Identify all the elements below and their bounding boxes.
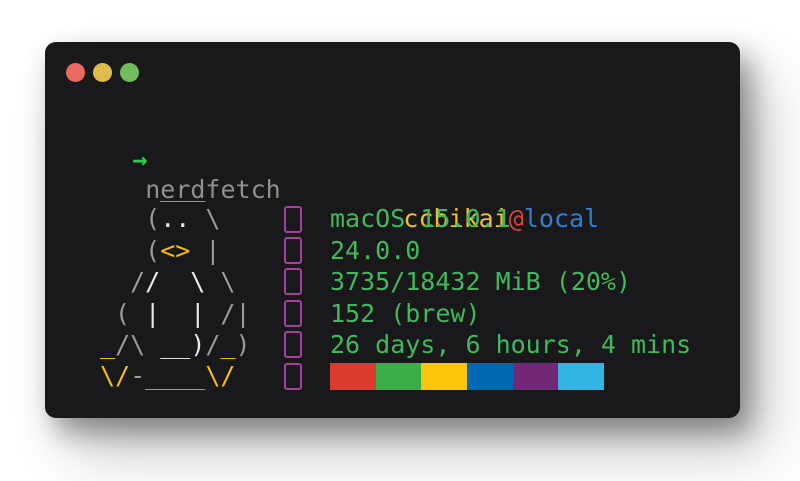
kernel-row: 24.0.0 xyxy=(283,235,691,266)
info-rows: macOS 15.0.1 24.0.0 3735/18432 MiB (20%) 15… xyxy=(283,203,691,391)
user-host-title: ccbikai@local xyxy=(283,172,691,233)
command-text: nerdfetch xyxy=(145,175,281,204)
memory-row: 3735/18432 MiB (20%) xyxy=(283,266,691,297)
uptime-value: 26 days, 6 hours, 4 mins xyxy=(330,329,692,359)
ascii-art-line: // \ \ xyxy=(100,267,236,297)
ascii-art-line: (<> | xyxy=(100,235,221,265)
close-button[interactable] xyxy=(66,63,85,82)
zoom-button[interactable] xyxy=(120,63,139,82)
prompt-arrow-icon: → xyxy=(132,145,148,174)
missing-glyph-box-icon xyxy=(284,331,302,359)
palette-row xyxy=(283,360,691,391)
packages-value: 152 (brew) xyxy=(330,298,481,328)
minimize-button[interactable] xyxy=(93,63,112,82)
packages-row: 152 (brew) xyxy=(283,298,691,329)
missing-glyph-box-icon xyxy=(284,362,302,390)
os-row: macOS 15.0.1 xyxy=(283,203,691,234)
palette-swatch-2 xyxy=(375,362,422,390)
shell-prompt-line: → nerdfetch xyxy=(72,115,281,235)
palette-swatch-1 xyxy=(330,362,376,390)
window-titlebar xyxy=(66,63,139,82)
info-column: ccbikai@local macOS 15.0.1 24.0.0 3735/184… xyxy=(283,172,691,392)
ascii-art-line: \/-____\/ xyxy=(100,361,236,391)
palette-swatch-3 xyxy=(421,362,468,390)
terminal-window: → nerdfetch ___ (.. \ (<> | // \ \ ( | |… xyxy=(45,42,740,418)
palette-swatch-5 xyxy=(512,362,559,390)
at-separator: @ xyxy=(508,204,524,234)
missing-glyph-box-icon xyxy=(284,299,302,327)
memory-value: 3735/18432 MiB (20%) xyxy=(330,267,632,297)
kernel-value: 24.0.0 xyxy=(330,235,421,265)
ascii-art-line: ( | | /| xyxy=(100,298,251,328)
ascii-art-line: (.. \ xyxy=(100,204,221,234)
hostname: local xyxy=(523,204,600,234)
terminal-color-palette xyxy=(330,362,605,390)
uptime-row: 26 days, 6 hours, 4 mins xyxy=(283,329,691,360)
ascii-art-line: _/\ __)/_) xyxy=(100,329,251,359)
username: ccbikai xyxy=(403,204,509,234)
ascii-art: ___ (.. \ (<> | // \ \ ( | | /| _/\ __)/_… xyxy=(100,172,251,392)
missing-glyph-box-icon xyxy=(284,268,302,296)
palette-swatch-4 xyxy=(467,362,513,390)
missing-glyph-box-icon xyxy=(284,236,302,264)
palette-swatch-6 xyxy=(558,362,605,390)
os-value: macOS 15.0.1 xyxy=(330,204,511,234)
ascii-art-line: ___ xyxy=(100,173,206,202)
missing-glyph-box-icon xyxy=(284,205,302,233)
